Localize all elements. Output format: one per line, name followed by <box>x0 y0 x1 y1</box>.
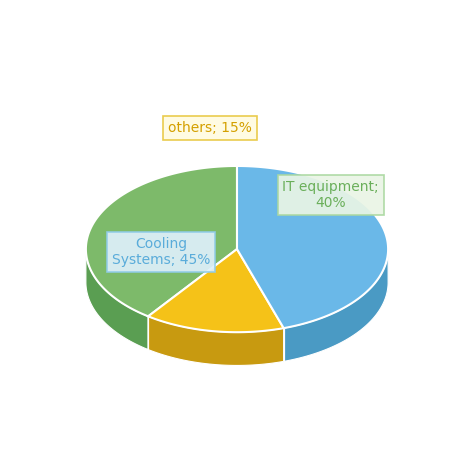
Text: IT equipment;
40%: IT equipment; 40% <box>283 180 379 210</box>
Polygon shape <box>237 166 388 328</box>
Polygon shape <box>86 166 237 316</box>
Polygon shape <box>148 316 284 365</box>
Text: others; 15%: others; 15% <box>168 121 252 135</box>
Polygon shape <box>86 248 148 349</box>
Polygon shape <box>284 249 388 361</box>
Polygon shape <box>148 249 284 332</box>
Text: Cooling
Systems; 45%: Cooling Systems; 45% <box>112 237 210 267</box>
